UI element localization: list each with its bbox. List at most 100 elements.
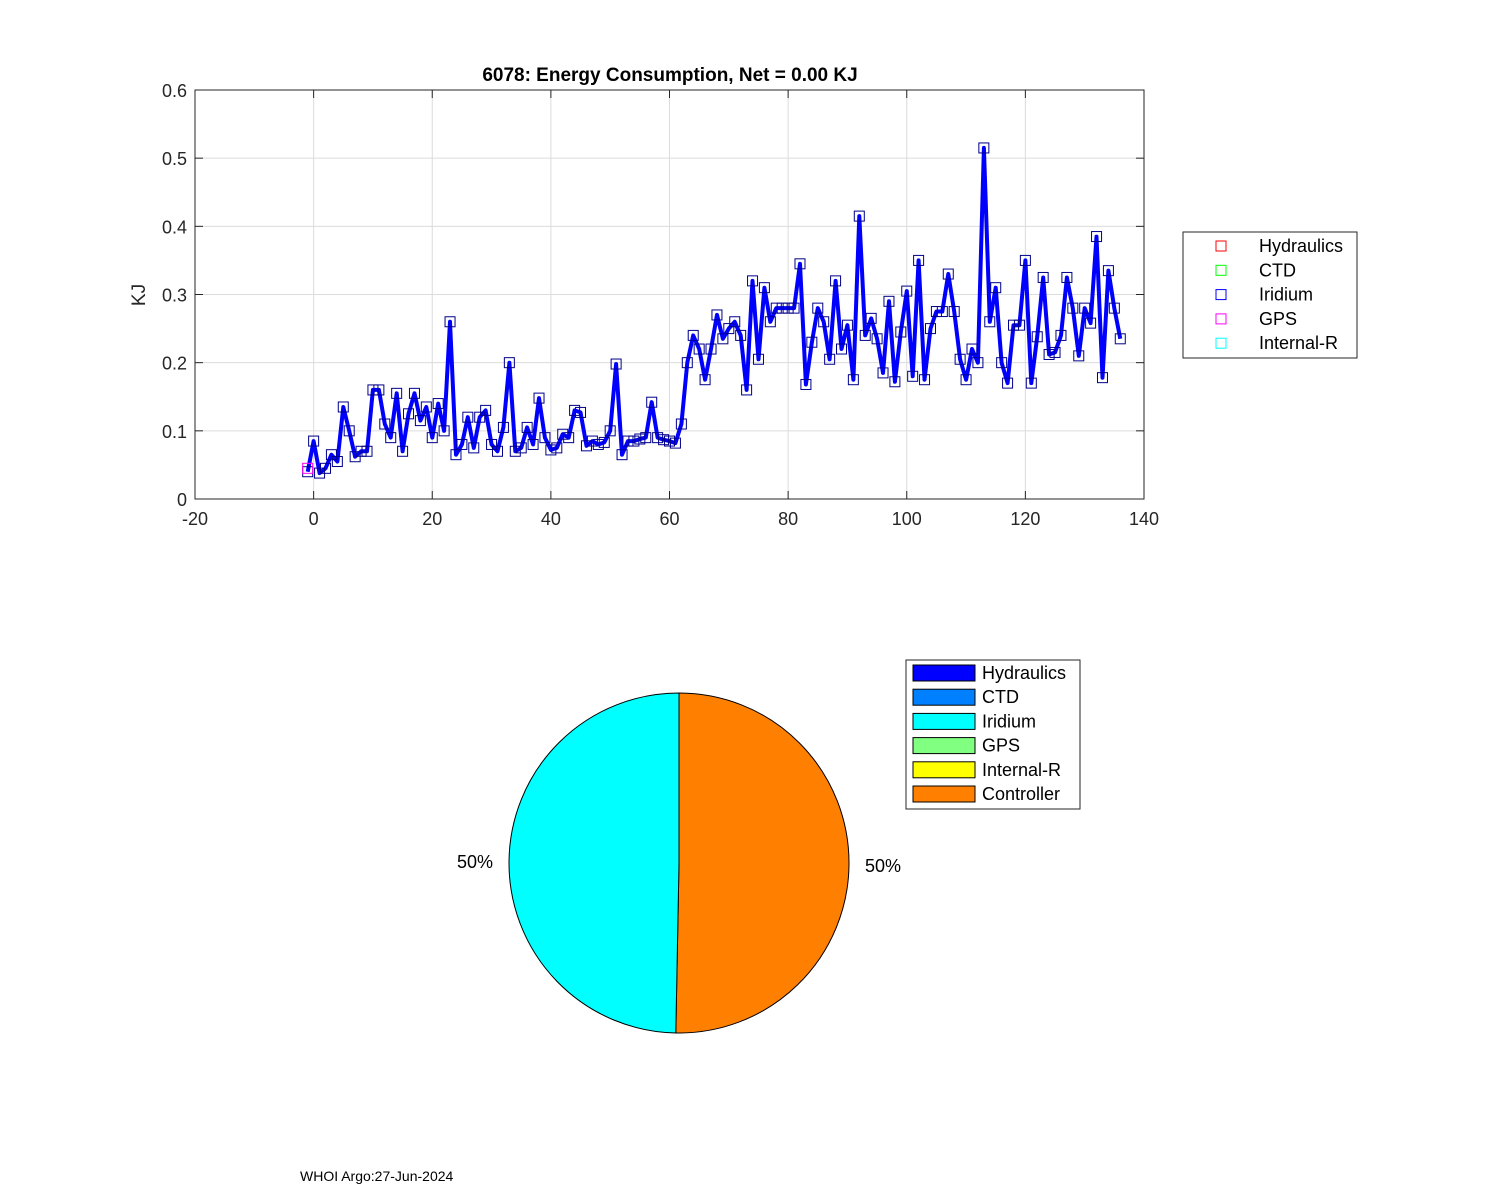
series-markers (302, 142, 1126, 479)
data-point-marker (486, 438, 498, 450)
data-point-marker (1013, 319, 1025, 331)
x-tick-label: 60 (659, 509, 679, 529)
pie-legend-label: Hydraulics (982, 663, 1066, 683)
data-point-marker (331, 456, 343, 468)
data-point-marker (788, 302, 800, 314)
y-tick-label: 0.6 (162, 81, 187, 101)
data-point-marker (776, 302, 788, 314)
data-point-marker (403, 408, 415, 420)
line-legend-label: Hydraulics (1259, 236, 1343, 256)
data-point-marker (468, 442, 480, 454)
data-point-marker (367, 384, 379, 396)
data-point-marker (1008, 319, 1020, 331)
x-tick-label: 0 (309, 509, 319, 529)
data-point-marker (622, 435, 634, 447)
data-point-marker (391, 387, 403, 399)
data-point-marker (1043, 348, 1055, 360)
data-point-marker (308, 435, 320, 447)
data-point-marker (604, 425, 616, 437)
data-point-marker (871, 333, 883, 345)
data-point-marker (527, 438, 539, 450)
data-point-marker (497, 421, 509, 433)
pie-legend-label: Internal-R (982, 760, 1061, 780)
data-point-marker (836, 343, 848, 355)
data-point-marker (533, 392, 545, 404)
data-point-marker (942, 268, 954, 280)
data-point-marker (984, 316, 996, 328)
data-point-marker (379, 418, 391, 430)
data-point-marker (664, 435, 675, 447)
x-tick-label: 140 (1129, 509, 1159, 529)
data-point-marker (474, 411, 486, 423)
data-point-marker (752, 353, 764, 365)
data-point-marker (859, 329, 871, 341)
x-tick-label: 120 (1010, 509, 1040, 529)
data-point-marker (652, 432, 664, 444)
data-point-marker (628, 435, 640, 447)
data-point-marker (1019, 254, 1031, 266)
pie-slices (508, 692, 850, 1034)
pie-labels: 50% 50% (457, 852, 901, 876)
line-legend-label: Internal-R (1259, 333, 1338, 353)
pie-slice-label: 50% (457, 852, 493, 872)
data-point-marker (824, 353, 836, 365)
pie-legend-swatch (912, 785, 976, 803)
data-point-marker (895, 326, 907, 338)
data-point-marker (990, 282, 1002, 294)
data-point-marker (456, 438, 468, 450)
pie-slice-label: 50% (865, 856, 901, 876)
data-point-marker (1091, 231, 1103, 243)
data-point-marker (806, 336, 818, 348)
data-point-marker (1073, 350, 1085, 362)
data-point-marker (515, 442, 527, 454)
data-point-marker (812, 302, 824, 314)
y-tick-label: 0.5 (162, 149, 187, 169)
data-point-marker (1031, 331, 1043, 343)
pie-legend-label: Iridium (982, 711, 1036, 731)
x-tick-label: 100 (892, 509, 922, 529)
x-tick-label: 40 (541, 509, 561, 529)
data-point-marker (818, 316, 830, 328)
data-point-marker (978, 142, 990, 154)
data-point-marker (901, 285, 913, 297)
data-point-marker (551, 442, 563, 454)
data-point-marker (634, 433, 646, 445)
data-point-marker (1114, 333, 1126, 345)
data-point-marker (361, 445, 373, 457)
data-point-marker (717, 333, 729, 345)
data-point-marker (794, 258, 806, 270)
data-point-marker (800, 378, 812, 390)
data-point-marker (853, 210, 865, 222)
data-point-marker (735, 329, 747, 341)
x-axis: -20 0 20 40 60 80 100 120 140 (182, 90, 1159, 529)
data-point-marker (426, 432, 438, 444)
data-point-marker (414, 415, 426, 427)
data-point-marker (1002, 377, 1014, 389)
data-point-marker (954, 353, 966, 365)
data-point-marker (462, 411, 474, 423)
line-legend-swatch (1215, 289, 1227, 301)
pie-slice (508, 692, 680, 1034)
pie-legend-swatch (912, 688, 976, 706)
pie-legend-label: CTD (982, 687, 1019, 707)
chart-title: 6078: Energy Consumption, Net = 0.00 KJ (482, 65, 857, 86)
data-point-marker (598, 436, 610, 448)
data-point-marker (521, 421, 533, 433)
data-point-marker (545, 444, 557, 456)
y-tick-label: 0.4 (162, 217, 187, 237)
y-tick-label: 0 (177, 490, 187, 510)
data-point-marker (1025, 377, 1037, 389)
data-point-marker (438, 425, 450, 437)
data-point-marker (865, 312, 877, 324)
data-point-marker (373, 384, 385, 396)
data-point-marker (343, 425, 355, 437)
line-legend-label: GPS (1259, 309, 1297, 329)
data-point-marker (966, 343, 978, 355)
data-point-marker (480, 404, 492, 416)
data-point-marker (1108, 302, 1120, 314)
line-legend-swatch (1215, 264, 1227, 276)
data-point-marker (996, 357, 1008, 369)
data-point-marker (616, 449, 628, 461)
data-point-marker (1079, 302, 1091, 314)
